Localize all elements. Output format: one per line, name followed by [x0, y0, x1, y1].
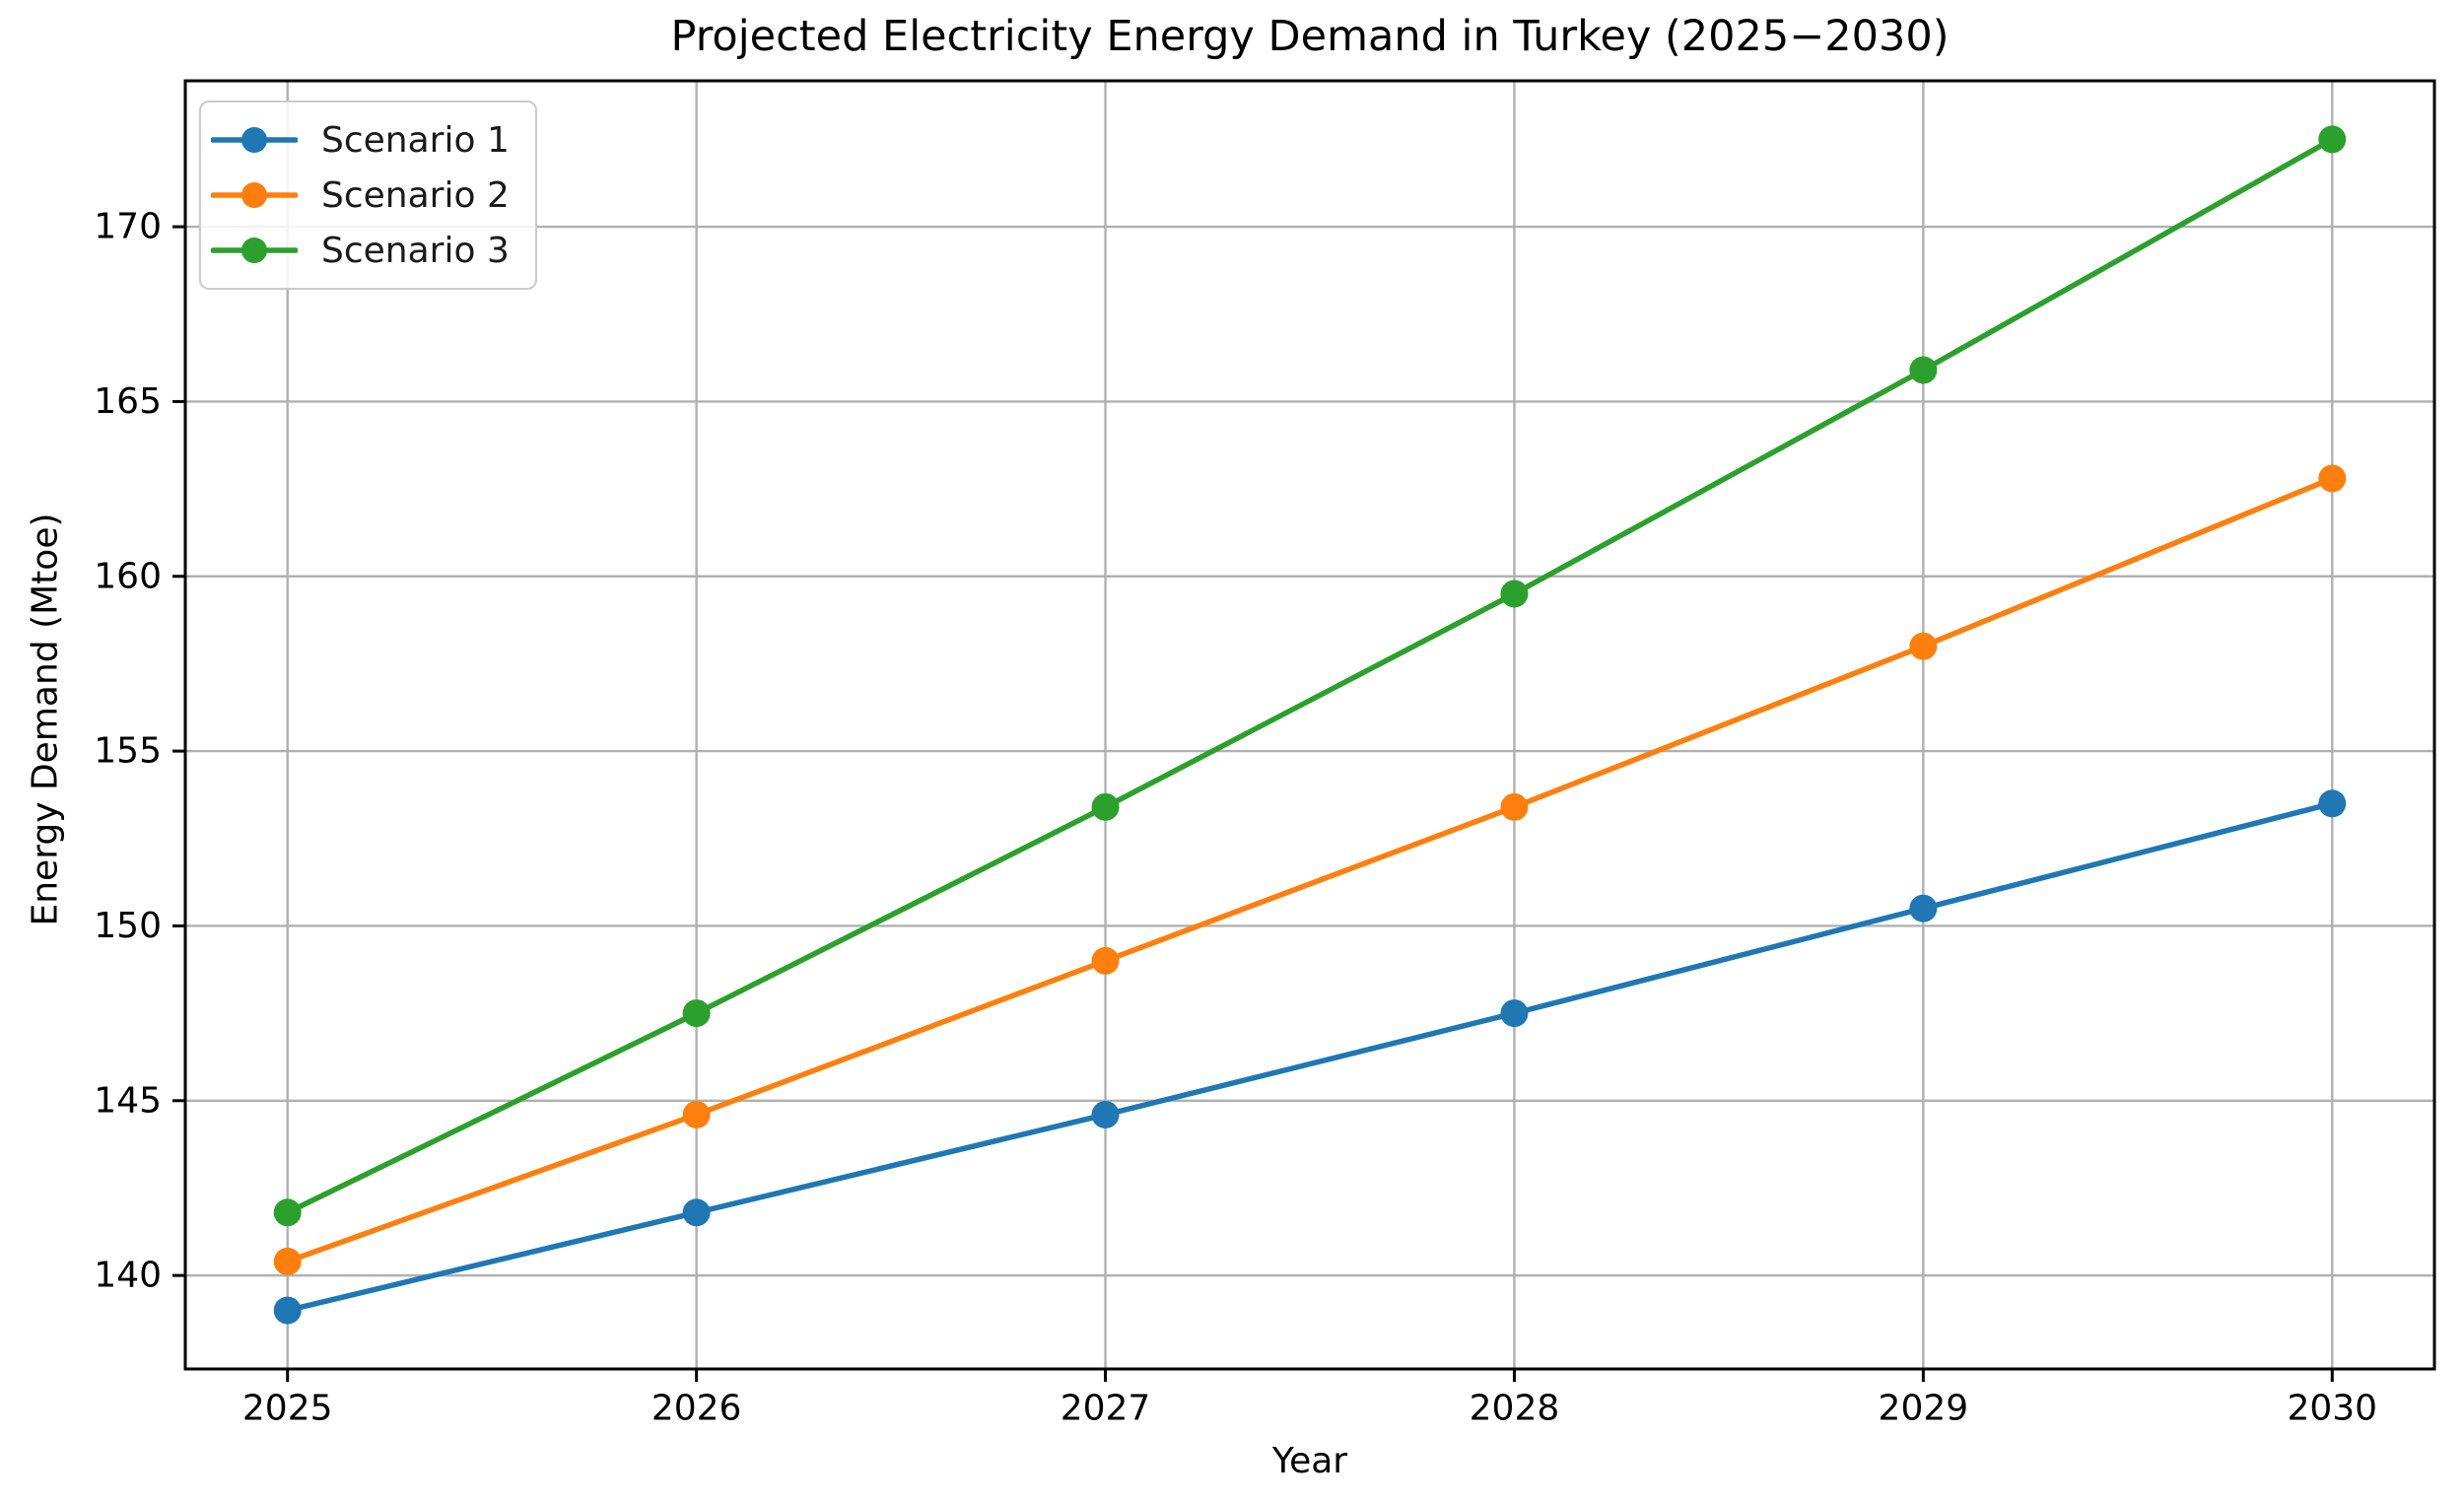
legend-sample-line [211, 238, 298, 263]
data-point-marker [682, 1100, 711, 1128]
legend-item: Scenario 3 [211, 223, 510, 278]
legend: Scenario 1 Scenario 2 Scenario 3 [199, 101, 537, 290]
data-point-marker [1091, 1100, 1120, 1128]
series-line [284, 800, 2336, 1314]
data-point-marker [273, 1296, 302, 1325]
x-tick-label: 2030 [2287, 1389, 2377, 1429]
series-line [284, 136, 2336, 1216]
data-point-marker [273, 1247, 302, 1275]
chart-title: Projected Electricity Energy Demand in T… [670, 12, 1950, 61]
x-tick-label: 2028 [1470, 1389, 1560, 1429]
data-point-marker [1500, 999, 1529, 1028]
x-axis-label: Year [1271, 1441, 1348, 1481]
y-tick-label: 145 [94, 1080, 162, 1121]
data-point-marker [2318, 789, 2347, 818]
legend-label: Scenario 1 [321, 119, 510, 161]
y-axis-label: Energy Demand (Mtoe) [25, 512, 66, 926]
y-tick-label: 160 [94, 556, 162, 596]
x-tick-label: 2026 [651, 1389, 742, 1429]
y-tick-label: 155 [94, 731, 162, 772]
data-point-marker [1909, 356, 1938, 384]
legend-sample-line [211, 182, 298, 208]
data-point-marker [1909, 632, 1938, 660]
x-tick-label: 2027 [1061, 1389, 1151, 1429]
y-tick-label: 165 [94, 381, 162, 422]
data-point-marker [2318, 125, 2347, 154]
legend-item: Scenario 1 [211, 112, 510, 168]
plot-border [183, 79, 2436, 1371]
data-point-marker [682, 1198, 711, 1227]
data-point-marker [273, 1198, 302, 1227]
x-tick-label: 2029 [1879, 1389, 1969, 1429]
y-tick-label: 150 [94, 906, 162, 946]
data-point-marker [2318, 464, 2347, 493]
y-tick-label: 170 [94, 207, 162, 247]
legend-label: Scenario 3 [321, 230, 510, 271]
series-line [284, 475, 2336, 1264]
data-point-marker [1091, 946, 1120, 975]
data-point-marker [1500, 580, 1529, 608]
x-tick-label: 2025 [242, 1389, 333, 1429]
y-tick-label: 140 [94, 1256, 162, 1296]
legend-label: Scenario 2 [321, 174, 510, 216]
legend-sample-line [211, 127, 298, 153]
data-point-marker [1091, 792, 1120, 821]
data-point-marker [682, 999, 711, 1028]
data-point-marker [1909, 894, 1938, 922]
data-point-marker [1500, 792, 1529, 821]
legend-item: Scenario 2 [211, 168, 510, 223]
